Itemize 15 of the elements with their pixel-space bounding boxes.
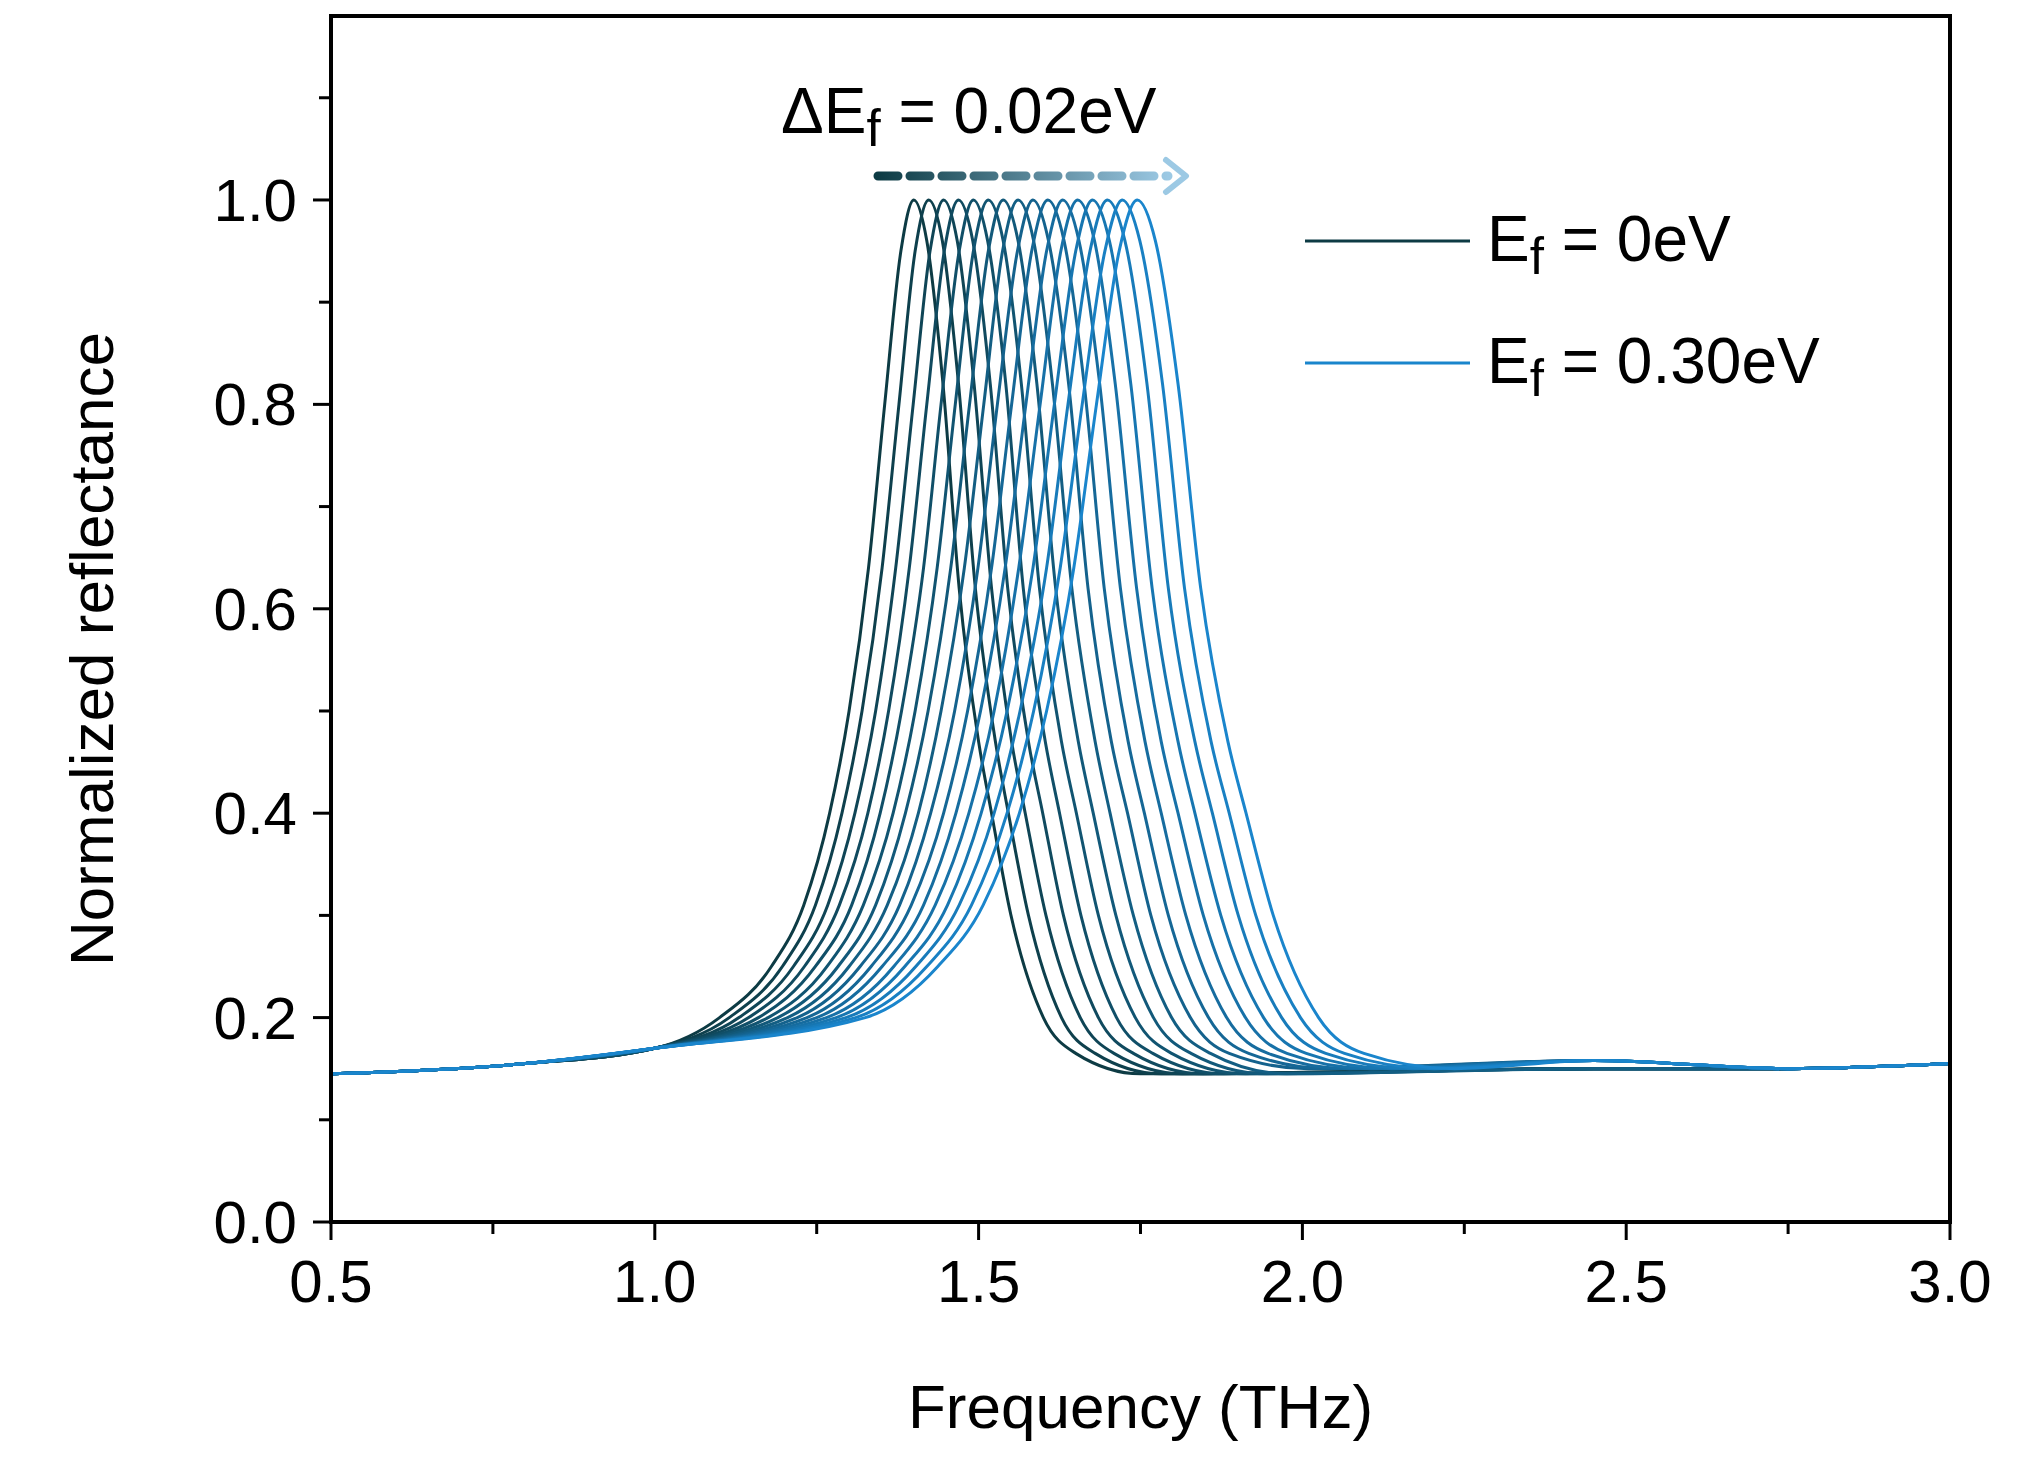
x-tick-label: 1.0 [613,1248,697,1315]
x-axis-title: Frequency (THz) [907,1372,1374,1441]
y-axis-title: Normalized reflectance [57,331,126,967]
x-tick-label: 2.5 [1584,1248,1668,1315]
y-tick-label: 0.4 [213,780,297,848]
legend-label: E$_{f}$ = 0eV [1487,203,1732,285]
legend-label: E$_{f}$ = 0.30eV [1487,325,1821,407]
x-tick-label: 1.5 [936,1248,1021,1315]
annotation: ΔE$_{f}$ = 0.02eV [781,75,1157,157]
x-tick-label: 2.0 [1260,1248,1345,1315]
x-tick-label: 3.0 [1908,1248,1992,1315]
y-tick-label: 0.2 [213,984,297,1052]
y-tick-label: 0.8 [213,371,297,439]
y-tick-label: 1.0 [213,166,297,234]
y-tick-label: 0.6 [213,575,297,643]
